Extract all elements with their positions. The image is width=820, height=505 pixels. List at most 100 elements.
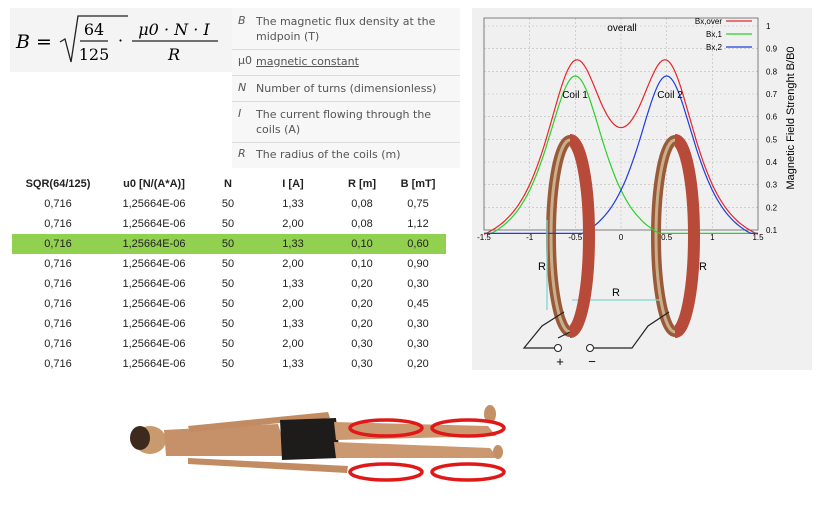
legend-text: The magnetic flux density at the — [256, 15, 436, 28]
coil-markers — [348, 418, 506, 482]
coil-marker-ring — [348, 462, 424, 482]
dim-label-r-right: R — [699, 261, 707, 273]
shorts-shape — [280, 418, 340, 460]
x-tick-label: 1.5 — [752, 233, 764, 242]
x-tick-label: 1 — [710, 233, 715, 242]
legend-bx-2: Bx,2 — [706, 43, 723, 52]
col-header: SQR(64/125) — [25, 178, 91, 190]
human-body-illustration — [130, 405, 506, 482]
table-cell: 50 — [221, 198, 235, 210]
dim-label-r-mid: R — [612, 287, 620, 299]
table-cell: 1,25664E-06 — [122, 258, 186, 270]
calculation-table: SQR(64/125) u0 [N/(A*A)] N I [A] R [m] B… — [12, 174, 446, 374]
table-row: 0,716 1,25664E-06 50 1,33 0,30 0,20 — [12, 354, 446, 374]
y-tick-label: 0.5 — [766, 135, 778, 144]
table-cell: 1,25664E-06 — [122, 298, 186, 310]
legend-link-magnetic-constant[interactable]: magnetic constant — [256, 55, 359, 68]
legend-symbol: N — [238, 81, 247, 94]
plus-sign: + — [556, 354, 564, 369]
legend-bx-over: Bx,over — [695, 17, 722, 26]
wire-left — [522, 311, 565, 349]
x-tick-label: -0.5 — [568, 233, 582, 242]
formula-num: 64 — [84, 20, 104, 39]
y-tick-label: 0.4 — [766, 158, 778, 167]
x-tick-label: 0 — [619, 233, 624, 242]
table-cell: 0,75 — [407, 198, 429, 210]
legend-symbol: B — [238, 14, 246, 27]
y-tick-label: 0.3 — [766, 181, 778, 190]
table-cell: 2,00 — [282, 338, 304, 350]
table-cell: 0,30 — [351, 338, 373, 350]
formula-lhs: B = — [15, 31, 52, 53]
sqrt-sign — [59, 15, 128, 63]
table-cell: 0,716 — [44, 338, 72, 350]
y-tick-label: 0.8 — [766, 67, 778, 76]
x-axis: -1.5 -1 -0.5 0 0.5 1 1.5 — [477, 233, 764, 242]
divider — [232, 142, 460, 143]
field-plot: 0.1 0.2 0.3 0.4 0.5 0.6 0.7 0.8 0.9 1 -1.5 -1 -0.5 0… — [472, 8, 812, 370]
lower-arm — [188, 458, 348, 473]
table-cell: 50 — [221, 298, 235, 310]
table-cell: 1,25664E-06 — [122, 278, 186, 290]
table-cell: 2,00 — [282, 298, 304, 310]
helmholtz-formula: B = 64 125 · μ0 · N · I R — [15, 15, 218, 64]
col-header: u0 [N/(A*A)] — [123, 178, 185, 190]
coil-2-front — [673, 134, 700, 338]
table-cell: 0,20 — [351, 278, 373, 290]
legend-bx-1: Bx,1 — [706, 30, 723, 39]
table-header-row: SQR(64/125) u0 [N/(A*A)] N I [A] R [m] B… — [12, 174, 446, 194]
table-cell: 0,10 — [351, 258, 373, 270]
wire-right — [594, 311, 670, 349]
table-cell: 0,20 — [351, 318, 373, 330]
table-row: 0,716 1,25664E-06 50 2,00 0,30 0,30 — [12, 334, 446, 354]
table-cell: 50 — [204, 234, 252, 254]
table-cell: 0,30 — [351, 358, 373, 370]
minus-sign: − — [588, 354, 596, 369]
divider — [232, 101, 460, 102]
table-cell: 50 — [221, 278, 235, 290]
table-row: 0,716 1,25664E-06 50 1,33 0,10 0,60 — [12, 234, 446, 254]
coil-marker-ring — [348, 418, 424, 438]
table-cell: 0,716 — [44, 278, 72, 290]
table-cell: 0,60 — [390, 234, 446, 254]
table-cell: 0,716 — [44, 318, 72, 330]
table-cell: 0,716 — [44, 258, 72, 270]
y-tick-label: 0.6 — [766, 113, 778, 122]
legend-symbol: R — [238, 147, 246, 160]
table-cell: 0,20 — [407, 358, 429, 370]
col-header: B [mT] — [400, 178, 436, 190]
table-cell: 1,25664E-06 — [122, 338, 186, 350]
table-cell: 1,12 — [407, 218, 429, 230]
col-header: R [m] — [347, 178, 377, 190]
coil-1-front — [568, 134, 595, 338]
torso-shape — [164, 424, 288, 456]
table-row: 0,716 1,25664E-06 50 1,33 0,20 0,30 — [12, 274, 446, 294]
y-tick-label: 0.2 — [766, 203, 778, 212]
curve-coil-2 — [484, 75, 758, 234]
upper-arm — [188, 412, 330, 432]
table-cell: 1,33 — [282, 318, 304, 330]
body-figure — [128, 400, 518, 494]
plot-legend: Bx,over Bx,1 Bx,2 — [695, 17, 752, 52]
formula-dot: · — [118, 31, 123, 50]
field-plot-panel: 0.1 0.2 0.3 0.4 0.5 0.6 0.7 0.8 0.9 1 -1.5 -1 -0.5 0… — [472, 8, 812, 374]
table-cell: 0,90 — [407, 258, 429, 270]
curve-overall — [483, 59, 759, 235]
coil-marker-ring — [430, 418, 506, 438]
table-cell: 50 — [221, 218, 235, 230]
legend-text: The radius of the coils (m) — [256, 148, 401, 161]
y-tick-label: 0.9 — [766, 45, 778, 54]
leg-lower — [334, 442, 498, 458]
table-cell: 50 — [221, 258, 235, 270]
legend-text: The current flowing through the — [256, 108, 432, 121]
table-cell: 0,10 — [334, 234, 390, 254]
table-cell: 0,20 — [351, 298, 373, 310]
table-cell: 1,33 — [282, 278, 304, 290]
y-tick-label: 0.1 — [766, 226, 778, 235]
table-row: 0,716 1,25664E-06 50 1,33 0,20 0,30 — [12, 314, 446, 334]
dim-label-r-left: R — [538, 261, 546, 273]
table-cell: 1,33 — [282, 358, 304, 370]
table-row: 0,716 1,25664E-06 50 2,00 0,08 1,12 — [12, 214, 446, 234]
legend-text-line2: midpoin (T) — [256, 30, 320, 43]
table-cell: 0,08 — [351, 218, 373, 230]
